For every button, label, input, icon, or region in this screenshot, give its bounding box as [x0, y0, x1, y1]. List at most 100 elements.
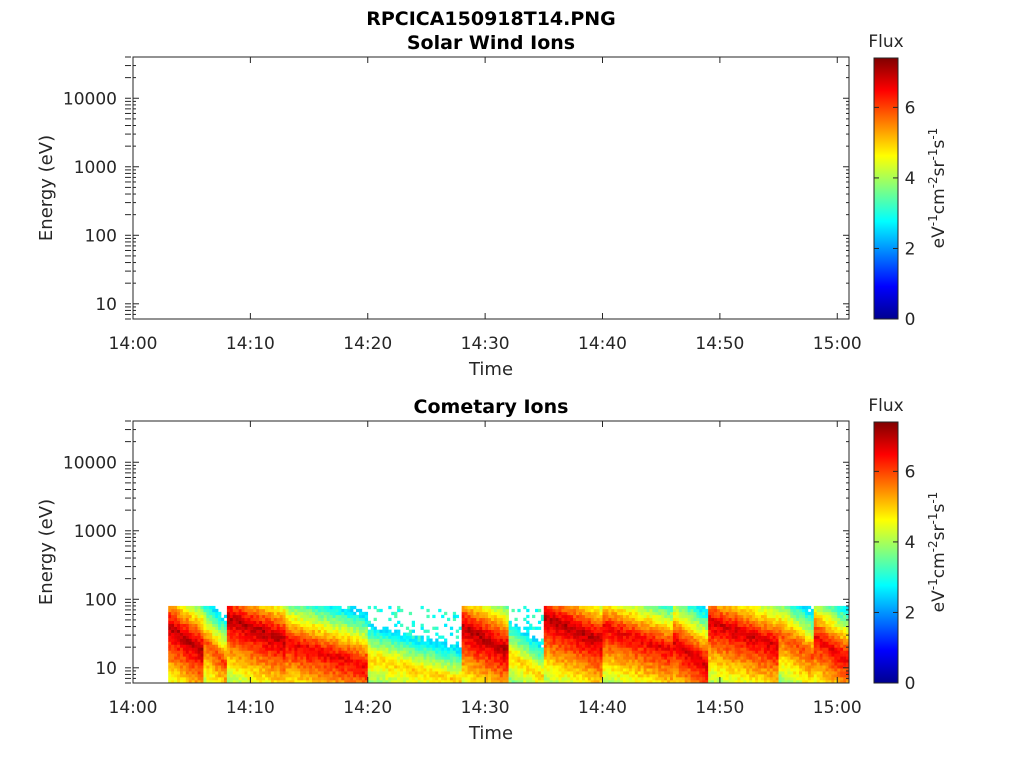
spectrogram-cell [620, 638, 624, 642]
spectrogram-cell [708, 653, 712, 657]
spectrogram-cell [288, 665, 292, 669]
spectrogram-cell [570, 647, 574, 651]
spectrogram-cell [326, 644, 330, 648]
spectrogram-cell [188, 629, 192, 633]
spectrogram-cell [411, 638, 415, 642]
spectrogram-cell [414, 656, 418, 660]
spectrogram-cell [291, 653, 295, 657]
spectrogram-cell [549, 611, 553, 616]
spectrogram-cell [279, 677, 283, 681]
spectrogram-cell [734, 611, 738, 616]
spectrogram-cell [602, 608, 606, 613]
spectrogram-cell [581, 674, 586, 678]
spectrogram-cell [323, 671, 327, 675]
spectrogram-cell [350, 680, 354, 683]
spectrogram-cell [432, 662, 436, 666]
spectrogram-cell [675, 659, 680, 663]
spectrogram-cell [309, 680, 313, 683]
spectrogram-cell [637, 614, 641, 619]
spectrogram-cell [532, 614, 536, 619]
spectrogram-cell [414, 680, 418, 683]
spectrogram-cell [250, 668, 254, 672]
spectrogram-cell [212, 656, 216, 660]
spectrogram-cell [174, 644, 178, 648]
spectrogram-cell [312, 680, 316, 683]
spectrogram-cell [221, 626, 225, 630]
spectrogram-cell [625, 611, 630, 616]
spectrogram-cell [570, 650, 574, 654]
spectrogram-cell [238, 671, 242, 675]
spectrogram-cell [602, 644, 606, 648]
spectrogram-cell [197, 671, 201, 675]
spectrogram-cell [605, 674, 609, 678]
spectrogram-cell [678, 656, 683, 660]
spectrogram-cell [364, 647, 369, 651]
spectrogram-cell [452, 662, 457, 666]
spectrogram-cell [476, 605, 480, 610]
spectrogram-cell [177, 668, 181, 672]
spectrogram-cell [250, 635, 254, 639]
spectrogram-cell [573, 665, 577, 669]
spectrogram-cell [584, 656, 589, 660]
spectrogram-cell [188, 647, 192, 651]
spectrogram-cell [174, 662, 178, 666]
spectrogram-cell [708, 677, 712, 681]
colorbar-tick-label: 6 [905, 98, 916, 118]
spectrogram-cell [438, 608, 442, 613]
spectrogram-cell [203, 632, 207, 636]
spectrogram-cell [250, 662, 254, 666]
spectrogram-cell [755, 650, 759, 654]
spectrogram-cell [722, 650, 727, 654]
spectrogram-cell [687, 677, 691, 681]
spectrogram-cell [320, 626, 325, 630]
spectrogram-cell [696, 680, 700, 683]
spectrogram-cell [737, 671, 741, 675]
spectrogram-cell [496, 653, 501, 657]
spectrogram-cell [728, 620, 732, 625]
spectrogram-cell [358, 644, 363, 648]
spectrogram-cell [312, 659, 316, 663]
spectrogram-cell [602, 674, 606, 678]
spectrogram-cell [338, 635, 342, 639]
spectrogram-cell [749, 611, 753, 616]
spectrogram-cell [605, 647, 609, 651]
spectrogram-cell [555, 641, 559, 645]
spectrogram-cell [441, 641, 445, 645]
spectrogram-cell [226, 605, 231, 610]
spectrogram-cell [174, 653, 178, 657]
spectrogram-cell [499, 671, 504, 675]
spectrogram-cell [379, 635, 383, 639]
spectrogram-cell [168, 647, 172, 651]
spectrogram-cell [420, 659, 424, 663]
spectrogram-cell [197, 647, 201, 651]
spectrogram-cell [543, 662, 548, 666]
spectrogram-cell [405, 677, 410, 681]
spectrogram-cell [643, 608, 647, 613]
spectrogram-cell [379, 608, 383, 613]
spectrogram-cell [537, 641, 542, 645]
spectrogram-cell [576, 671, 580, 675]
spectrogram-cell [505, 668, 509, 672]
spectrogram-cell [473, 641, 477, 645]
spectrogram-cell [314, 680, 319, 683]
spectrogram-cell [218, 614, 222, 619]
spectrogram-cell [584, 629, 589, 633]
spectrogram-cell [279, 635, 283, 639]
spectrogram-cell [623, 638, 627, 642]
spectrogram-cell [470, 671, 474, 675]
spectrogram-cell [617, 632, 621, 636]
spectrogram-cell [188, 626, 192, 630]
spectrogram-cell [300, 635, 304, 639]
spectrogram-cell [226, 620, 231, 625]
spectrogram-cell [449, 644, 454, 648]
spectrogram-cell [558, 614, 562, 619]
spectrogram-cell [552, 668, 556, 672]
spectrogram-cell [341, 608, 345, 613]
spectrogram-cell [200, 605, 204, 610]
spectrogram-cell [620, 647, 624, 651]
spectrogram-cell [297, 677, 301, 681]
spectrogram-cell [306, 668, 310, 672]
spectrogram-cell [221, 647, 225, 651]
spectrogram-cell [338, 668, 342, 672]
spectrogram-cell [391, 662, 395, 666]
